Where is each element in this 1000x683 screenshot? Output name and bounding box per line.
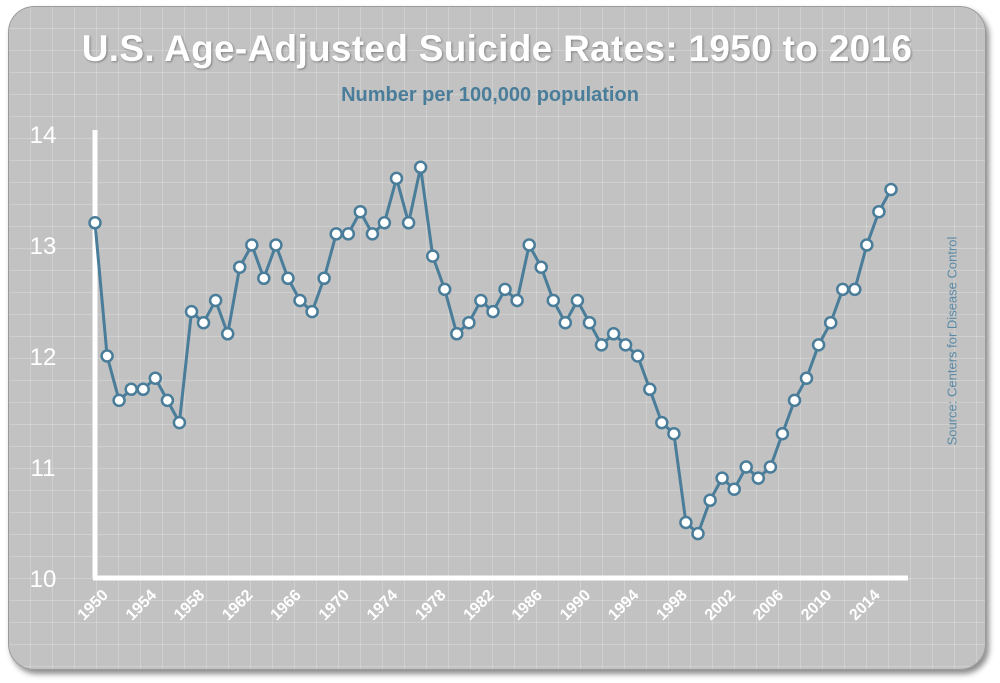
- data-point-1952: [112, 393, 126, 408]
- data-point-1965: [269, 238, 283, 252]
- data-point-1954: [136, 382, 150, 397]
- data-point-1997: [655, 415, 669, 430]
- data-point-1973: [365, 227, 380, 241]
- data-point-1960: [208, 293, 223, 308]
- data-point-1995: [630, 349, 645, 363]
- y-tick-label-14: 14: [30, 122, 57, 149]
- data-point-1974: [377, 216, 392, 230]
- x-tick-label-1986: 1986: [509, 587, 546, 624]
- data-point-1993: [606, 327, 621, 341]
- x-tick-label-2002: 2002: [702, 587, 739, 624]
- data-point-1983: [486, 304, 500, 319]
- data-point-1990: [570, 293, 585, 308]
- data-point-2010: [811, 338, 826, 352]
- data-point-1964: [257, 271, 271, 286]
- data-point-1963: [245, 238, 259, 252]
- data-point-1988: [546, 293, 561, 308]
- data-point-1980: [450, 327, 464, 341]
- data-point-2005: [751, 471, 766, 485]
- data-point-1971: [341, 227, 356, 241]
- data-point-1956: [160, 393, 175, 408]
- x-tick-label-1990: 1990: [557, 587, 594, 624]
- y-tick-label-10: 10: [30, 566, 57, 593]
- series-line: [93, 165, 893, 536]
- data-point-2011: [823, 315, 838, 330]
- x-tick-label-1994: 1994: [605, 587, 642, 624]
- data-point-2007: [775, 426, 790, 441]
- data-point-1989: [558, 315, 573, 330]
- data-point-1966: [281, 271, 295, 286]
- data-point-2000: [691, 526, 705, 541]
- x-tick-label-1982: 1982: [461, 587, 498, 624]
- data-point-1968: [305, 304, 319, 319]
- data-point-1970: [329, 227, 343, 241]
- data-point-2016: [884, 182, 898, 197]
- data-point-1986: [522, 238, 536, 252]
- data-point-1982: [474, 293, 488, 308]
- data-point-1985: [510, 293, 524, 308]
- data-point-1972: [353, 204, 368, 219]
- x-tick-label-1974: 1974: [364, 587, 401, 624]
- x-tick-label-1958: 1958: [171, 587, 208, 624]
- data-point-1979: [437, 282, 452, 297]
- data-point-1991: [582, 315, 597, 330]
- data-point-1953: [124, 382, 138, 397]
- x-tick-label-2006: 2006: [750, 587, 787, 624]
- data-point-2009: [799, 371, 814, 385]
- x-tick-label-1954: 1954: [123, 587, 160, 624]
- data-point-1969: [317, 271, 331, 286]
- x-tick-label-1950: 1950: [75, 587, 112, 624]
- data-point-1962: [232, 260, 247, 274]
- data-point-2006: [763, 460, 778, 474]
- x-tick-label-1962: 1962: [219, 587, 256, 624]
- data-point-1955: [148, 371, 163, 385]
- data-point-2004: [739, 460, 753, 474]
- x-tick-label-1966: 1966: [268, 587, 305, 624]
- data-point-2003: [727, 482, 741, 496]
- data-point-2014: [860, 238, 874, 252]
- data-point-1975: [389, 171, 404, 186]
- data-point-1977: [413, 160, 428, 175]
- chart-subtitle: Number per 100,000 population: [341, 84, 639, 106]
- data-point-1994: [618, 338, 633, 352]
- chart-title: U.S. Age-Adjusted Suicide Rates: 1950 to…: [81, 28, 913, 69]
- data-point-1999: [679, 515, 693, 530]
- data-point-1957: [172, 415, 187, 430]
- data-point-1996: [643, 382, 657, 397]
- data-point-1992: [594, 338, 609, 352]
- data-point-1984: [498, 282, 512, 297]
- data-point-2013: [848, 282, 862, 297]
- y-tick-label-12: 12: [30, 344, 57, 371]
- data-point-1951: [100, 349, 114, 363]
- x-tick-label-1998: 1998: [654, 587, 691, 624]
- data-point-2012: [835, 282, 850, 297]
- x-tick-label-2010: 2010: [798, 587, 835, 624]
- x-tick-label-1970: 1970: [316, 587, 353, 624]
- data-point-1998: [667, 426, 681, 441]
- y-tick-label-13: 13: [30, 233, 57, 260]
- y-tick-label-11: 11: [31, 455, 56, 482]
- data-point-1950: [88, 216, 102, 230]
- data-point-2002: [715, 471, 729, 485]
- data-point-1981: [462, 315, 476, 330]
- data-point-2001: [703, 493, 717, 508]
- data-point-1959: [196, 315, 211, 330]
- x-tick-label-1978: 1978: [412, 587, 449, 624]
- data-point-2015: [872, 204, 886, 219]
- data-point-2008: [787, 393, 802, 408]
- data-point-1961: [220, 327, 235, 341]
- data-point-1967: [293, 293, 307, 308]
- x-tick-label-2014: 2014: [846, 587, 883, 624]
- data-point-1978: [425, 249, 440, 263]
- data-point-1987: [534, 260, 548, 274]
- data-point-1958: [184, 304, 199, 319]
- data-point-1976: [401, 216, 416, 230]
